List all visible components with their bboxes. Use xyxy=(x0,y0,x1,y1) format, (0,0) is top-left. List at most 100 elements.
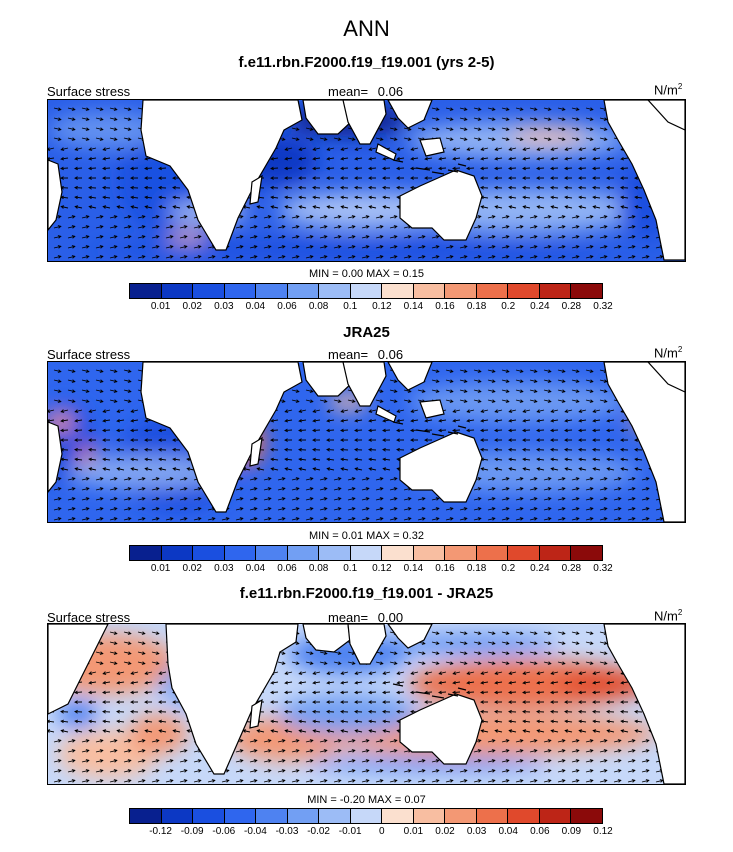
wind-arrow xyxy=(165,477,173,481)
wind-arrow-head xyxy=(270,700,274,704)
wind-arrow xyxy=(473,127,481,131)
wind-arrow-head xyxy=(270,709,274,714)
wind-arrow-head xyxy=(281,255,286,259)
wind-arrow-head xyxy=(519,255,524,259)
wind-arrow xyxy=(193,245,201,249)
wind-arrow xyxy=(473,137,481,141)
wind-arrow xyxy=(187,206,195,209)
wind-arrow xyxy=(333,255,341,259)
wind-arrow-head xyxy=(396,409,401,413)
wind-arrow-head xyxy=(592,671,597,675)
wind-arrow-head xyxy=(592,166,596,171)
wind-arrow-head xyxy=(71,749,76,753)
wind-arrow-head xyxy=(88,156,93,161)
wind-arrow-head xyxy=(60,156,65,161)
wind-arrow xyxy=(501,749,509,753)
panel-1-colorbar xyxy=(129,283,603,299)
wind-arrow-head xyxy=(393,641,398,645)
wind-arrow-head xyxy=(267,769,272,773)
wind-arrow xyxy=(565,681,573,684)
wind-arrow xyxy=(53,137,61,141)
wind-arrow-head xyxy=(519,517,524,521)
wind-arrow-head xyxy=(113,661,118,665)
wind-arrow-head xyxy=(480,671,485,675)
wind-arrow-head xyxy=(634,195,639,200)
wind-arrow xyxy=(607,671,615,675)
wind-arrow xyxy=(117,681,125,684)
wind-arrow xyxy=(271,681,279,684)
wind-arrow-head xyxy=(522,467,527,471)
wind-arrow-head xyxy=(645,215,650,219)
wind-arrow-head xyxy=(592,467,597,471)
wind-arrow-head xyxy=(505,369,510,373)
wind-arrow xyxy=(159,730,167,733)
wind-arrow xyxy=(501,517,509,521)
wind-arrow xyxy=(389,379,397,383)
wind-arrow xyxy=(341,468,349,471)
wind-arrow-head xyxy=(421,641,426,645)
wind-arrow-head xyxy=(561,107,566,111)
wind-arrow-head xyxy=(491,137,496,141)
wind-arrow-head xyxy=(550,680,555,685)
wind-arrow xyxy=(635,468,643,471)
wind-arrow xyxy=(75,157,83,160)
wind-arrow-head xyxy=(326,719,331,724)
wind-arrow xyxy=(453,419,461,422)
wind-arrow-head xyxy=(323,779,328,783)
wind-arrow xyxy=(397,681,405,684)
wind-arrow xyxy=(333,477,341,481)
wind-arrow xyxy=(431,117,439,121)
wind-arrow xyxy=(235,225,243,229)
wind-arrow xyxy=(501,235,509,239)
wind-arrow xyxy=(285,458,293,461)
colorbar-tick-label: 0.06 xyxy=(277,563,297,574)
wind-arrow-head xyxy=(491,379,496,383)
wind-arrow-head xyxy=(309,255,314,259)
wind-arrow xyxy=(131,419,139,422)
wind-arrow-head xyxy=(561,117,566,121)
wind-arrow-head xyxy=(508,690,512,695)
panel-3-map xyxy=(47,623,686,785)
wind-arrow-head xyxy=(575,507,580,511)
wind-arrow xyxy=(621,196,629,199)
wind-arrow-head xyxy=(183,477,188,481)
wind-arrow xyxy=(389,517,397,521)
wind-arrow-head xyxy=(85,779,90,783)
wind-arrow-head xyxy=(393,399,398,403)
wind-arrow xyxy=(249,225,257,229)
wind-arrow xyxy=(641,497,649,501)
wind-arrow xyxy=(109,235,117,239)
wind-arrow xyxy=(641,517,649,521)
wind-arrow-head xyxy=(407,127,412,131)
wind-arrow-head xyxy=(393,255,398,259)
wind-arrow xyxy=(305,255,313,259)
wind-arrow-head xyxy=(337,137,342,141)
wind-arrow xyxy=(291,507,299,511)
wind-arrow xyxy=(557,769,565,773)
wind-arrow-head xyxy=(99,245,104,249)
wind-arrow-head xyxy=(141,641,146,645)
wind-arrow xyxy=(263,779,271,783)
colorbar-tick-label: 0.01 xyxy=(403,826,424,837)
wind-arrow xyxy=(487,497,495,501)
wind-arrow-head xyxy=(550,438,554,442)
wind-arrow-head xyxy=(102,205,107,209)
wind-arrow xyxy=(481,468,489,471)
wind-arrow-head xyxy=(295,749,300,753)
wind-arrow-head xyxy=(88,719,93,724)
wind-arrow xyxy=(48,730,55,733)
wind-arrow-head xyxy=(74,719,79,724)
wind-arrow-head xyxy=(379,477,384,481)
wind-arrow-head xyxy=(365,739,370,743)
wind-arrow-head xyxy=(477,759,482,763)
wind-arrow xyxy=(509,720,517,723)
wind-arrow xyxy=(67,245,75,249)
wind-arrow xyxy=(515,631,523,635)
wind-arrow-head xyxy=(393,769,398,773)
wind-arrow xyxy=(81,137,89,141)
wind-arrow xyxy=(627,225,635,229)
wind-arrow-head xyxy=(550,418,555,423)
wind-arrow-head xyxy=(466,680,471,685)
wind-arrow xyxy=(593,409,601,413)
wind-arrow-head xyxy=(337,507,342,511)
